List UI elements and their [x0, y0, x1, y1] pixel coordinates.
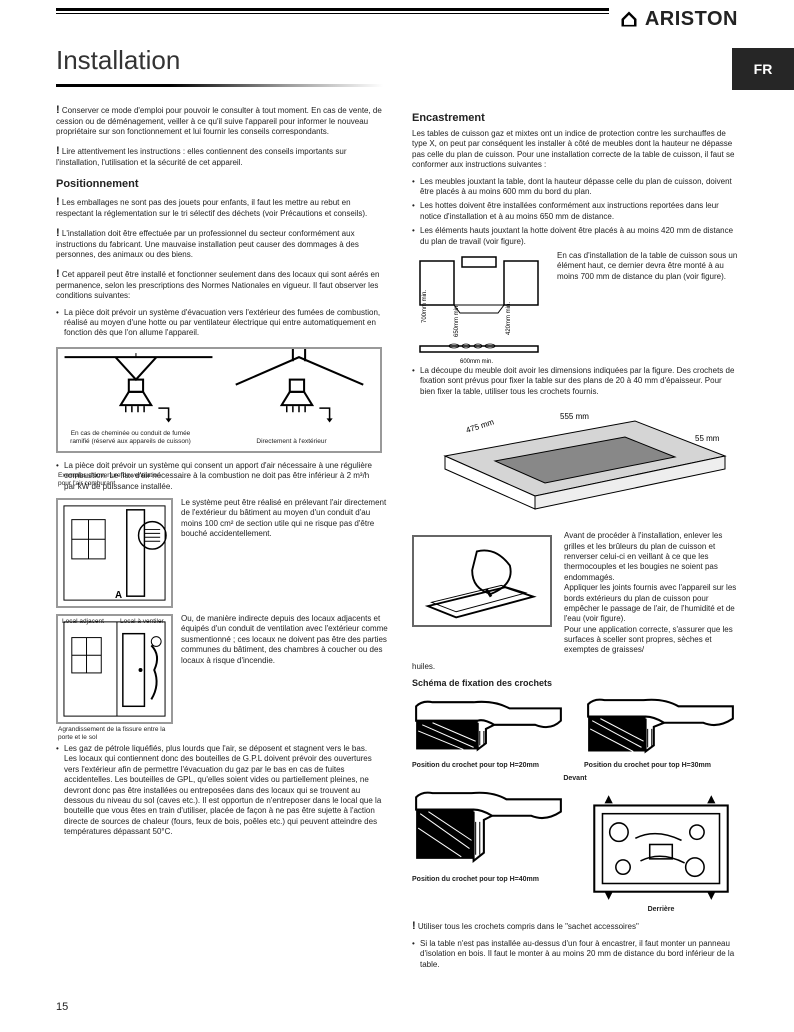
h2-positionnement: Positionnement	[56, 177, 382, 191]
hood-dim-600: 600mm min.	[460, 359, 493, 365]
vent-caption-left: En cas de cheminée ou conduit de fumée r…	[68, 430, 193, 447]
figure-countertop: 555 mm 475 mm 55 mm	[412, 401, 738, 531]
hood-dim-650: 650mm min.	[454, 304, 460, 337]
hook-fig-30: Position du crochet pour top H=30mm	[584, 694, 738, 770]
language-tab: FR	[732, 48, 794, 90]
enc-b4: La découpe du meuble doit avoir les dime…	[412, 366, 738, 397]
room-b-label-right: Local à ventiler	[120, 618, 170, 626]
enc-b2: Les hottes doivent être installées confo…	[412, 201, 738, 222]
h2-encastrement: Encastrement	[412, 111, 738, 125]
left-column: ! Conserver ce mode d'emploi pour pouvoi…	[56, 103, 382, 974]
hook-caption-30: Position du crochet pour top H=30mm	[584, 761, 738, 770]
right-column: Encastrement Les tables de cuisson gaz e…	[412, 103, 738, 974]
enc-intro: Les tables de cuisson gaz et mixtes ont …	[412, 129, 738, 171]
enc-b3: Les éléments hauts jouxtant la hotte doi…	[412, 226, 738, 247]
room-text-a: Le système peut être réalisé en prélevan…	[181, 498, 391, 540]
warn-icon: !	[56, 145, 60, 157]
room-caption-a: Exemples d'ouverture de ventilation pour…	[58, 472, 168, 489]
bullet-vent: La pièce doit prévoir un système d'évacu…	[56, 308, 382, 339]
room-text-b: Ou, de manière indirecte depuis des loca…	[181, 614, 391, 666]
figure-seal	[412, 535, 552, 627]
figure-ventilation: En cas de cheminée ou conduit de fumée r…	[56, 347, 382, 453]
warning-1: ! Conserver ce mode d'emploi pour pouvoi…	[56, 103, 382, 138]
hook-top-label: Devant	[412, 774, 738, 783]
figure-room-a: A	[56, 498, 173, 608]
chimney-right-icon	[219, 349, 380, 451]
seal-text-2: huiles.	[412, 662, 738, 672]
house-icon	[619, 9, 639, 29]
counter-side: 55 mm	[695, 434, 720, 443]
counter-d: 475 mm	[465, 417, 496, 435]
room-b-bottom-caption: Agrandissement de la fissure entre la po…	[58, 726, 173, 743]
hook-caption-rear: Derrière	[584, 905, 738, 914]
enc-b5: Si la table n'est pas installée au-dessu…	[412, 939, 738, 970]
room-b-label-left: Local adjacent	[62, 618, 112, 626]
hood-dim-420: 420mm min.	[506, 302, 512, 335]
title-underline	[56, 84, 383, 87]
brand-text: ARISTON	[645, 6, 738, 32]
figure-room-b: Local adjacent Local à ventiler	[56, 614, 173, 724]
enc-side-text: En cas d'installation de la table de cui…	[557, 251, 738, 282]
warning-2: ! Lire attentivement les instructions : …	[56, 144, 382, 169]
hook-caption-40: Position du crochet pour top H=40mm	[412, 875, 566, 884]
warn-icon: !	[56, 104, 60, 116]
pos-warn-1: ! Les emballages ne sont pas des jouets …	[56, 195, 382, 220]
svg-text:A: A	[115, 590, 122, 601]
brand-block: ARISTON	[609, 6, 738, 32]
vent-caption-right: Directement à l'extérieur	[229, 438, 354, 446]
hook-caption-20: Position du crochet pour top H=20mm	[412, 761, 566, 770]
hook-fig-rear: Derrière	[584, 787, 738, 914]
hook-note: ! Utiliser tous les crochets compris dan…	[412, 919, 738, 933]
h3-hooks: Schéma de fixation des crochets	[412, 678, 738, 690]
hood-dim-700: 700mm min.	[422, 290, 428, 323]
pos-warn-3: ! Cet appareil peut être installé et fon…	[56, 267, 382, 302]
bullet-gpl: Les gaz de pétrole liquéfiés, plus lourd…	[56, 744, 382, 838]
hook-fig-40: Position du crochet pour top H=40mm	[412, 787, 566, 914]
hook-fig-20: Position du crochet pour top H=20mm	[412, 694, 566, 770]
page-number: 15	[56, 1000, 68, 1014]
counter-w: 555 mm	[560, 412, 589, 421]
figure-hood: 700mm min. 650mm min. 420mm min. 600mm m…	[412, 251, 547, 366]
seal-text: Avant de procéder à l'installation, enle…	[564, 531, 738, 656]
page-title: Installation	[56, 44, 738, 78]
pos-warn-2: ! L'installation doit être effectuée par…	[56, 226, 382, 261]
enc-b1: Les meubles jouxtant la table, dont la h…	[412, 177, 738, 198]
